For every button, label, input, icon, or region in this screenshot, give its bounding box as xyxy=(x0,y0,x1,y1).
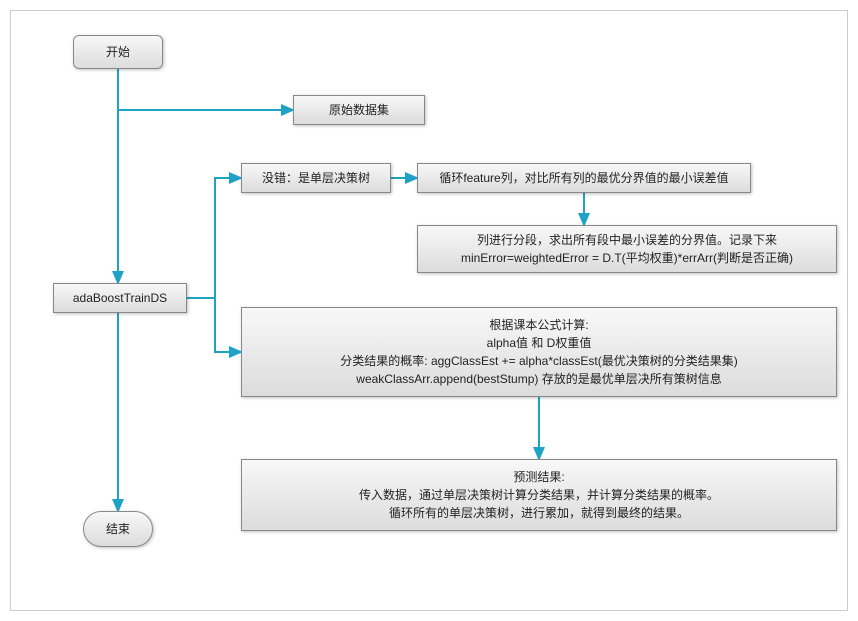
node-line: minError=weightedError = D.T(平均权重)*errAr… xyxy=(461,249,793,267)
edge xyxy=(118,69,293,110)
node-loop-feature: 循环feature列，对比所有列的最优分界值的最小误差值 xyxy=(417,163,751,193)
node-line: weakClassArr.append(bestStump) 存放的是最优单层决… xyxy=(340,370,737,388)
edge xyxy=(187,298,241,352)
node-line: 根据课本公式计算: xyxy=(340,316,737,334)
node-end: 结束 xyxy=(83,511,153,547)
node-stump: 没错：是单层决策树 xyxy=(241,163,391,193)
node-label: 循环feature列，对比所有列的最优分界值的最小误差值 xyxy=(439,169,728,187)
flowchart-canvas: 开始 原始数据集 adaBoostTrainDS 没错：是单层决策树 循环fea… xyxy=(10,10,848,611)
node-segment: 列进行分段，求出所有段中最小误差的分界值。记录下来 minError=weigh… xyxy=(417,225,837,273)
node-label: 原始数据集 xyxy=(329,101,389,119)
node-compute: 根据课本公式计算: alpha值 和 D权重值 分类结果的概率: aggClas… xyxy=(241,307,837,397)
node-line: 分类结果的概率: aggClassEst += alpha*classEst(最… xyxy=(340,352,737,370)
node-line: alpha值 和 D权重值 xyxy=(340,334,737,352)
node-start: 开始 xyxy=(73,35,163,69)
node-predict: 预测结果: 传入数据，通过单层决策树计算分类结果，并计算分类结果的概率。 循环所… xyxy=(241,459,837,531)
node-adaboost: adaBoostTrainDS xyxy=(53,283,187,313)
node-label: 开始 xyxy=(106,43,130,61)
node-line: 循环所有的单层决策树，进行累加，就得到最终的结果。 xyxy=(359,504,719,522)
node-line: 预测结果: xyxy=(359,468,719,486)
edge xyxy=(187,178,241,298)
node-line: 传入数据，通过单层决策树计算分类结果，并计算分类结果的概率。 xyxy=(359,486,719,504)
node-label: 结束 xyxy=(106,520,130,538)
node-label: 没错：是单层决策树 xyxy=(262,169,370,187)
node-label: adaBoostTrainDS xyxy=(73,289,167,307)
node-line: 列进行分段，求出所有段中最小误差的分界值。记录下来 xyxy=(461,231,793,249)
node-dataset: 原始数据集 xyxy=(293,95,425,125)
